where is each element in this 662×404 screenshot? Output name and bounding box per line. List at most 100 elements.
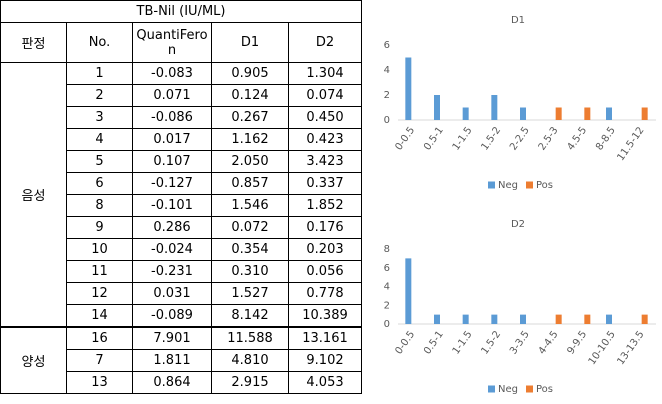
bar — [434, 314, 440, 324]
y-tick-label: 0 — [384, 115, 390, 126]
table-cell: 16 — [66, 326, 133, 350]
table-body: TB-Nil (IU/ML) 판정 No. QuantiFeron D1 D2 음성 1 -0.… — [0, 0, 362, 394]
data-row: 음성 1 -0.083 0.905 1.304 — [0, 62, 362, 328]
table-cell: 0.267 — [211, 106, 289, 129]
bar — [462, 314, 469, 324]
column-header: D1 — [211, 22, 289, 63]
table-cell: 12 — [66, 282, 133, 305]
table-cell: 0.176 — [288, 216, 362, 239]
table-cell: 0.124 — [211, 84, 289, 107]
x-tick-label: 1.5-2 — [479, 329, 503, 357]
table-cell: -0.101 — [132, 194, 212, 217]
x-tick-label: 1.5-2 — [479, 125, 503, 153]
x-tick-label: 4.5-5 — [565, 125, 589, 153]
table-cell: 13.161 — [288, 326, 362, 350]
table-cell: 0.857 — [211, 172, 289, 195]
bar — [491, 314, 498, 324]
table-cell: 11.588 — [211, 326, 289, 350]
chart-title: D2 — [511, 219, 525, 230]
x-tick-label: 13-13.5 — [615, 329, 646, 367]
x-tick-label: 0.5-1 — [422, 329, 446, 357]
data-row: 9 0.286 0.072 0.176 — [1, 216, 362, 239]
x-tick-label: 0-0.5 — [393, 125, 417, 153]
table-cell: 10.389 — [288, 304, 362, 328]
bar — [641, 314, 648, 324]
table-cell: 7.901 — [132, 326, 212, 350]
table-cell: 2.915 — [211, 371, 289, 394]
table-cell: 3 — [66, 106, 133, 129]
bar — [584, 314, 591, 324]
table-cell: 2 — [66, 84, 133, 107]
table-cell: -0.089 — [132, 304, 212, 328]
table-cell: 0.354 — [211, 238, 289, 261]
x-tick-label: 11.5-12 — [615, 125, 646, 163]
table-cell: 11 — [66, 260, 133, 283]
table-cell: 0.031 — [132, 282, 212, 305]
bar — [520, 314, 526, 324]
table-cell: 8.142 — [211, 304, 289, 328]
y-tick-label: 2 — [384, 90, 390, 101]
table-title: TB-Nil (IU/ML) — [0, 0, 362, 23]
table-cell: 0.072 — [211, 216, 289, 239]
table-cell: 0.450 — [288, 106, 362, 129]
group-label: 양성 — [0, 326, 67, 394]
legend-label: Neg — [498, 180, 518, 191]
table-cell: 0.905 — [211, 62, 289, 85]
bar — [641, 107, 648, 120]
x-tick-label: 8-8.5 — [594, 125, 618, 153]
table-cell: -0.083 — [132, 62, 212, 85]
table-cell: 9.102 — [288, 349, 362, 372]
x-tick-label: 1-1.5 — [451, 329, 475, 357]
legend-swatch — [488, 385, 495, 393]
group-label: 음성 — [0, 62, 67, 328]
table-cell: -0.024 — [132, 238, 212, 261]
table-cell: 1.527 — [211, 282, 289, 305]
table-cell: 13 — [66, 371, 133, 394]
y-tick-label: 6 — [384, 40, 390, 51]
table-cell: 4 — [66, 128, 133, 151]
x-tick-label: 0.5-1 — [422, 125, 446, 153]
table-cell: 4.053 — [288, 371, 362, 394]
y-tick-label: 6 — [384, 263, 390, 274]
table-cell: 1 — [66, 62, 133, 85]
column-header: 판정 — [0, 22, 67, 63]
legend-swatch — [526, 181, 533, 189]
table-cell: 0.203 — [288, 238, 362, 261]
x-tick-label: 1-1.5 — [451, 125, 475, 153]
table-cell: 6 — [66, 172, 133, 195]
table-cell: 14 — [66, 304, 133, 328]
x-tick-label: 2.5-3 — [537, 125, 561, 153]
table-cell: 0.074 — [288, 84, 362, 107]
y-tick-label: 4 — [384, 65, 390, 76]
table-cell: -0.127 — [132, 172, 212, 195]
x-tick-label: 3-3.5 — [508, 329, 532, 357]
table-cell: 0.423 — [288, 128, 362, 151]
bar — [405, 57, 412, 120]
table-cell: 1.304 — [288, 62, 362, 85]
column-header: QuantiFeron — [132, 22, 212, 63]
table-cell: 8 — [66, 194, 133, 217]
title-row: TB-Nil (IU/ML) — [0, 0, 362, 23]
table-cell: 0.778 — [288, 282, 362, 305]
bar — [434, 95, 440, 120]
table-cell: 3.423 — [288, 150, 362, 173]
bar — [606, 107, 612, 120]
bar — [606, 314, 612, 324]
table-cell: 1.852 — [288, 194, 362, 217]
y-tick-label: 2 — [384, 300, 390, 311]
table-cell: 7 — [66, 349, 133, 372]
table-cell: 0.071 — [132, 84, 212, 107]
x-tick-label: 10-10.5 — [587, 329, 618, 367]
table-cell: 0.017 — [132, 128, 212, 151]
data-row: 양성 16 7.901 11.588 13.161 — [0, 326, 362, 394]
table-cell: -0.086 — [132, 106, 212, 129]
x-tick-label: 2-2.5 — [508, 125, 532, 153]
column-header: No. — [66, 22, 133, 63]
table-cell: 2.050 — [211, 150, 289, 173]
column-header: D2 — [288, 22, 362, 63]
x-tick-label: 0-0.5 — [393, 329, 417, 357]
bar — [405, 258, 412, 324]
table-cell: 0.310 — [211, 260, 289, 283]
